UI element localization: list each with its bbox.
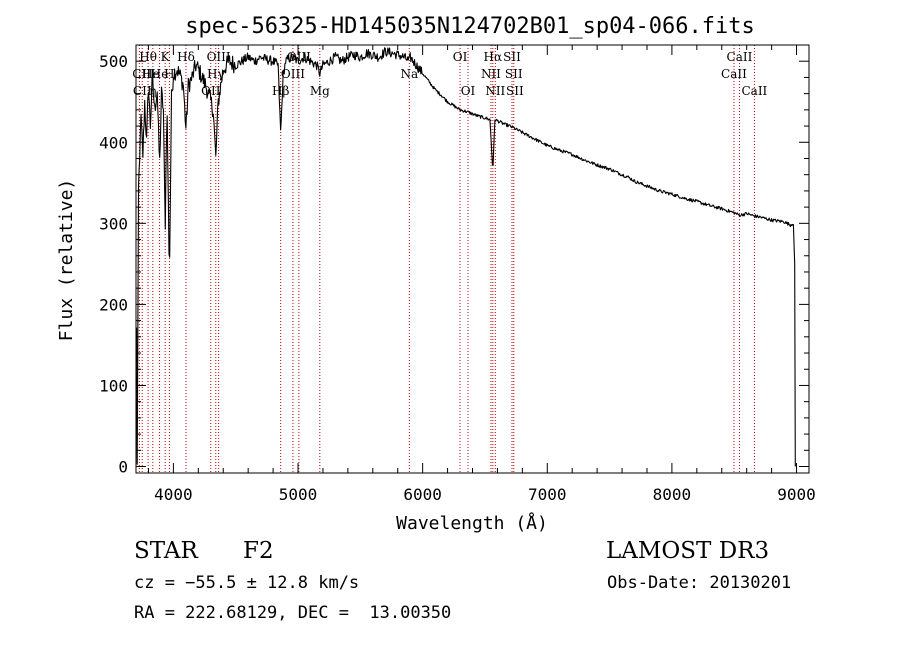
line-annotation: OI [453, 50, 468, 64]
y-axis-label: Flux (relative) [56, 179, 77, 342]
x-axis-label: Wavelength (Å) [396, 512, 548, 534]
line-annotation: SII [505, 67, 523, 81]
subclass: F2 [243, 538, 274, 564]
redshift-readout: cz = −55.5 ± 12.8 km/s [134, 573, 360, 593]
coordinates: RA = 222.68129, DEC = 13.00350 [134, 603, 452, 623]
x-tick-label: 4000 [154, 485, 193, 504]
line-annotation: He [151, 67, 169, 81]
line-annotation: Hγ [207, 67, 225, 81]
line-annotation: OII [201, 84, 221, 98]
line-annotation: CaII [727, 50, 753, 64]
line-annotation: CII [132, 67, 151, 81]
x-tick-label: 5000 [279, 485, 318, 504]
x-tick-label: 8000 [653, 485, 692, 504]
line-annotation: OIII [281, 67, 305, 81]
line-annotation: Hβ [272, 84, 289, 98]
object-class: STAR [134, 538, 198, 564]
line-annotation: Hα [484, 50, 503, 64]
line-annotation: Mg [310, 84, 330, 98]
line-annotation: CII [133, 84, 152, 98]
x-tick-label: 7000 [528, 485, 567, 504]
line-annotation: SII [506, 84, 524, 98]
line-annotation: CaII [741, 84, 767, 98]
y-tick-label: 100 [99, 376, 128, 395]
survey-name: LAMOST DR3 [606, 538, 770, 564]
line-annotation: NII [485, 84, 505, 98]
line-annotation: H [164, 67, 174, 81]
line-annotation: Hθ [139, 50, 157, 64]
plot-frame [135, 44, 810, 474]
line-annotation: K [161, 50, 171, 64]
x-tick-label: 6000 [403, 485, 442, 504]
x-tick-label: 9000 [777, 485, 816, 504]
y-tick-label: 300 [99, 214, 128, 233]
y-tick-label: 0 [118, 458, 128, 477]
y-tick-label: 200 [99, 295, 128, 314]
line-annotation: OIII [207, 50, 231, 64]
y-tick-label: 400 [99, 133, 128, 152]
line-annotation: SII [503, 50, 521, 64]
obs-date: Obs-Date: 20130201 [607, 573, 792, 593]
line-annotation: η [149, 84, 156, 98]
line-annotation: OIII [287, 50, 311, 64]
chart-title: spec-56325-HD145035N124702B01_sp04-066.f… [185, 14, 755, 39]
line-annotation: OI [461, 84, 476, 98]
line-annotation: NII [481, 67, 501, 81]
line-annotation: Na [400, 67, 418, 81]
line-annotation: Hδ [177, 50, 195, 64]
spectrum-line [135, 47, 796, 467]
line-annotation: CaII [721, 67, 747, 81]
line-annotation: He [142, 67, 160, 81]
y-tick-label: 500 [99, 52, 128, 71]
